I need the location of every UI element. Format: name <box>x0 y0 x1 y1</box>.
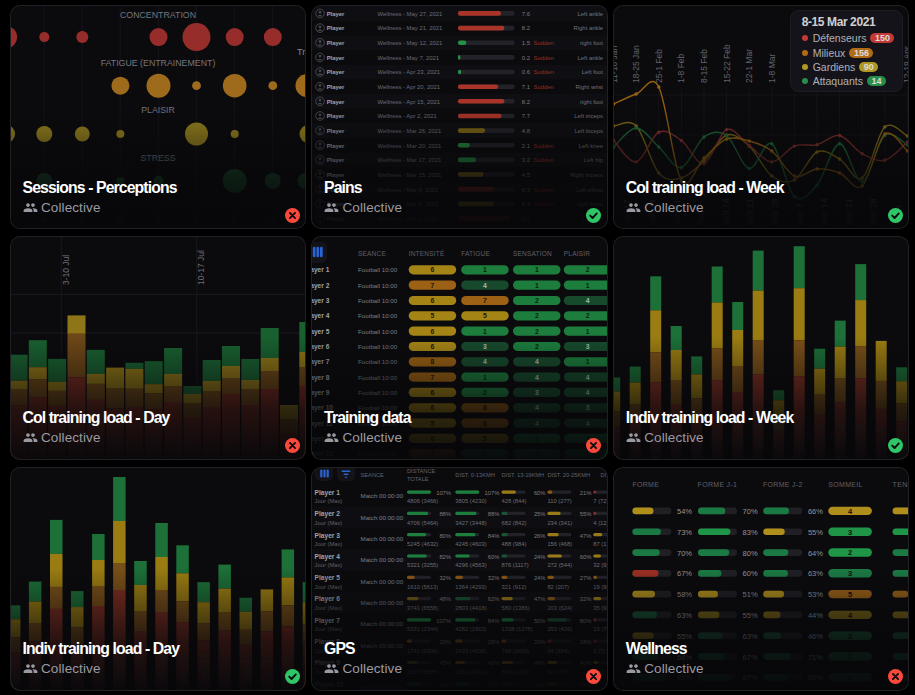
svg-text:3555 (4585): 3555 (4585) <box>407 690 438 691</box>
svg-text:454 (962): 454 (962) <box>502 690 527 691</box>
svg-text:Jour (Max): Jour (Max) <box>315 690 343 691</box>
svg-text:7 (2): 7 (2) <box>593 690 605 691</box>
svg-text:52 (207): 52 (207) <box>547 690 569 691</box>
svg-text:2352 (3102): 2352 (3102) <box>455 690 486 691</box>
